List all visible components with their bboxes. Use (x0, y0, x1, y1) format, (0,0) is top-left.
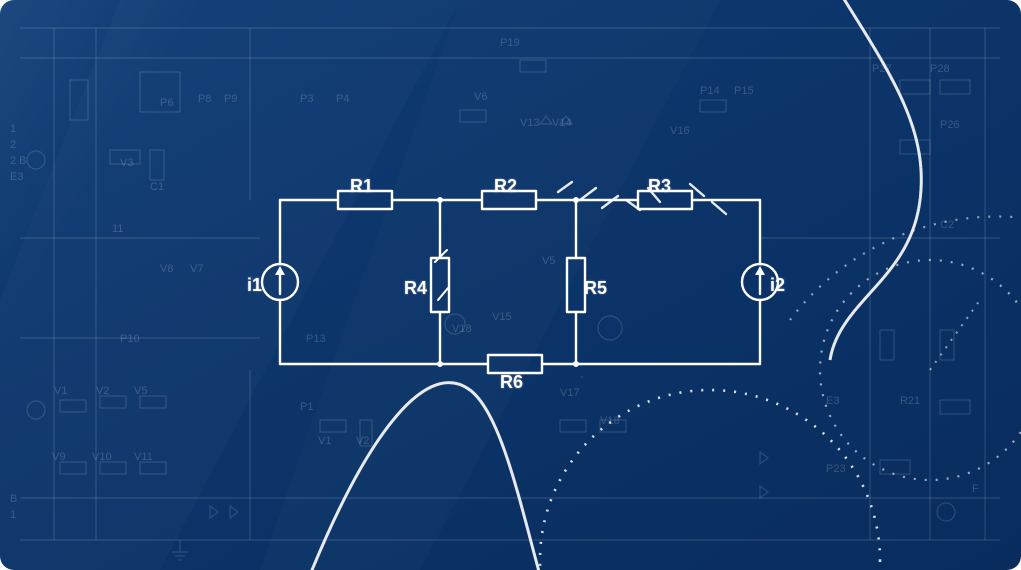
current-source-i1 (262, 264, 298, 300)
resistor-r4 (431, 258, 449, 312)
resistor-r5 (567, 258, 585, 312)
current-source-i2 (742, 264, 778, 300)
resistor-r3 (638, 191, 692, 209)
blueprint-canvas: 1 2 2 B E3 11 P6 C1 V3 V1 V2 V5 V9 V10 V… (0, 0, 1021, 570)
resistor-r2 (482, 191, 536, 209)
resistor-r1 (338, 191, 392, 209)
main-circuit (0, 0, 1021, 570)
resistor-r6 (488, 355, 542, 373)
